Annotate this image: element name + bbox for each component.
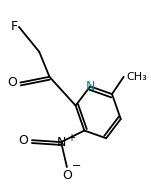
Text: −: − — [72, 161, 81, 171]
Text: N: N — [85, 80, 95, 93]
Text: O: O — [18, 134, 28, 147]
Text: O: O — [62, 169, 72, 182]
Text: +: + — [67, 133, 75, 143]
Text: O: O — [8, 76, 18, 89]
Text: CH₃: CH₃ — [127, 72, 147, 82]
Text: N: N — [56, 136, 66, 149]
Text: F: F — [10, 20, 18, 33]
